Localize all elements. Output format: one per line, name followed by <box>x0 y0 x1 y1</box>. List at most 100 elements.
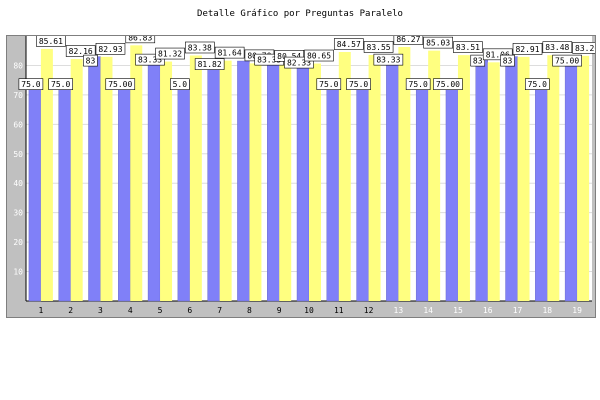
x-tick-label-2: 2 <box>68 306 73 315</box>
x-tick-label-10: 10 <box>304 306 314 315</box>
y-tick-label: 40 <box>13 179 23 188</box>
data-label-box <box>346 78 371 90</box>
data-label-box <box>105 78 136 90</box>
y-tick-label: 80 <box>13 61 23 70</box>
data-label-19-1: 75.00 <box>555 57 579 66</box>
bar-series-1-17 <box>505 56 518 302</box>
data-label-box <box>393 36 424 45</box>
data-label-box <box>83 54 98 67</box>
bar-series-2-6 <box>189 55 202 302</box>
bar-series-1-18 <box>535 79 548 302</box>
bar-series-2-4 <box>130 45 143 301</box>
data-label-box <box>373 53 404 66</box>
data-label-16-1: 83 <box>473 57 483 66</box>
x-tick-label-6: 6 <box>187 306 192 315</box>
x-tick-label-14: 14 <box>423 306 433 315</box>
chart-frame: 10 20 30 40 50 60 70 80 75.0 85.61 75.0 82.16 83 82.9… <box>6 35 596 318</box>
data-label-box <box>18 78 44 90</box>
bar-series-2-8 <box>249 63 262 301</box>
data-label-box <box>470 54 486 67</box>
bar-series-1-14 <box>415 79 429 302</box>
data-label-2-1: 75.0 <box>51 80 70 89</box>
data-label-13-2: 86.27 <box>396 36 420 44</box>
bar-series-1-3 <box>88 56 101 302</box>
bar-series-2-12 <box>368 54 381 301</box>
data-label-15-2: 83.51 <box>456 43 480 52</box>
data-label-box <box>36 36 66 47</box>
data-label-box <box>525 78 550 90</box>
data-label-box <box>155 47 185 60</box>
data-label-6-1: 5.0 <box>173 80 188 89</box>
data-label-5-2: 81.32 <box>158 50 182 59</box>
data-label-11-2: 84.57 <box>337 40 361 49</box>
data-label-7-1: 81.82 <box>198 60 222 69</box>
data-label-5-1: 83.33 <box>138 56 162 65</box>
data-label-15-1: 75.00 <box>436 80 460 89</box>
bar-series-2-2 <box>70 59 83 301</box>
bar-series-1-8 <box>237 60 250 302</box>
data-label-box <box>214 46 245 59</box>
bar-series-1-10 <box>296 58 310 302</box>
data-label-box <box>304 49 334 62</box>
bar-series-1-12 <box>356 79 369 302</box>
x-tick-label-9: 9 <box>277 306 282 315</box>
data-label-14-1: 75.0 <box>409 80 428 89</box>
bar-series-1-6 <box>177 79 191 302</box>
data-label-14-2: 85.03 <box>426 39 450 48</box>
data-label-16-2: 81.06 <box>486 50 510 59</box>
x-tick-label-12: 12 <box>364 306 374 315</box>
y-tick-label: 30 <box>13 209 23 218</box>
bar-series-1-2 <box>58 79 71 302</box>
chart-title: Detalle Gráfico por Preguntas Paralelo <box>197 9 403 19</box>
data-label-7-2: 81.64 <box>218 49 242 58</box>
data-label-box <box>482 48 513 61</box>
x-tick-label-19: 19 <box>572 306 582 315</box>
bar-series-2-7 <box>219 60 232 301</box>
data-label-9-1: 83.33 <box>257 56 281 65</box>
data-label-box <box>552 54 582 67</box>
data-label-box <box>512 43 543 55</box>
x-tick-label-1: 1 <box>38 306 43 315</box>
data-label-box <box>363 41 394 53</box>
x-tick-label-18: 18 <box>542 306 552 315</box>
data-label-box <box>316 78 342 90</box>
data-label-box <box>333 38 364 50</box>
data-label-box <box>423 36 453 49</box>
y-tick-label: 50 <box>13 150 23 159</box>
bar-series-2-3 <box>100 56 113 301</box>
data-label-box <box>95 43 126 55</box>
data-label-10-1: 82.33 <box>287 59 311 68</box>
bar-series-2-19 <box>577 55 590 302</box>
bar-series-2-5 <box>160 61 173 302</box>
bar-series-1-9 <box>267 55 280 302</box>
x-tick-label-4: 4 <box>128 306 133 315</box>
data-label-box <box>185 41 215 54</box>
y-tick-label: 70 <box>13 91 23 100</box>
data-label-19-2: 83.26 <box>575 44 595 53</box>
x-tick-label-13: 13 <box>394 306 404 315</box>
data-label-2-2: 82.16 <box>69 47 93 56</box>
data-label-box <box>170 78 190 90</box>
data-label-box <box>194 58 225 70</box>
bar-series-2-9 <box>279 63 292 301</box>
bar-series-1-5 <box>147 55 161 302</box>
data-label-4-2: 86.83 <box>128 36 152 42</box>
bar-series-1-4 <box>118 79 131 302</box>
bar-series-2-1 <box>40 48 53 301</box>
bar-series-2-17 <box>517 56 530 301</box>
data-label-box <box>48 78 73 90</box>
data-label-box <box>65 45 96 57</box>
data-label-9-2: 80.54 <box>277 52 301 61</box>
chart-svg: 102030405060708075.085.6175.082.168382.9… <box>13 36 595 315</box>
y-tick-label: 10 <box>13 268 23 277</box>
data-label-box <box>542 41 573 53</box>
data-label-3-2: 82.93 <box>98 45 122 54</box>
bar-series-2-10 <box>309 63 321 302</box>
bar-series-2-15 <box>457 55 470 302</box>
data-label-box <box>405 78 431 90</box>
data-label-box <box>125 36 156 44</box>
data-label-box <box>284 56 314 69</box>
data-label-13-1: 83.33 <box>376 56 400 65</box>
bar-series-1-19 <box>564 56 578 302</box>
data-label-1-2: 85.61 <box>39 37 63 46</box>
